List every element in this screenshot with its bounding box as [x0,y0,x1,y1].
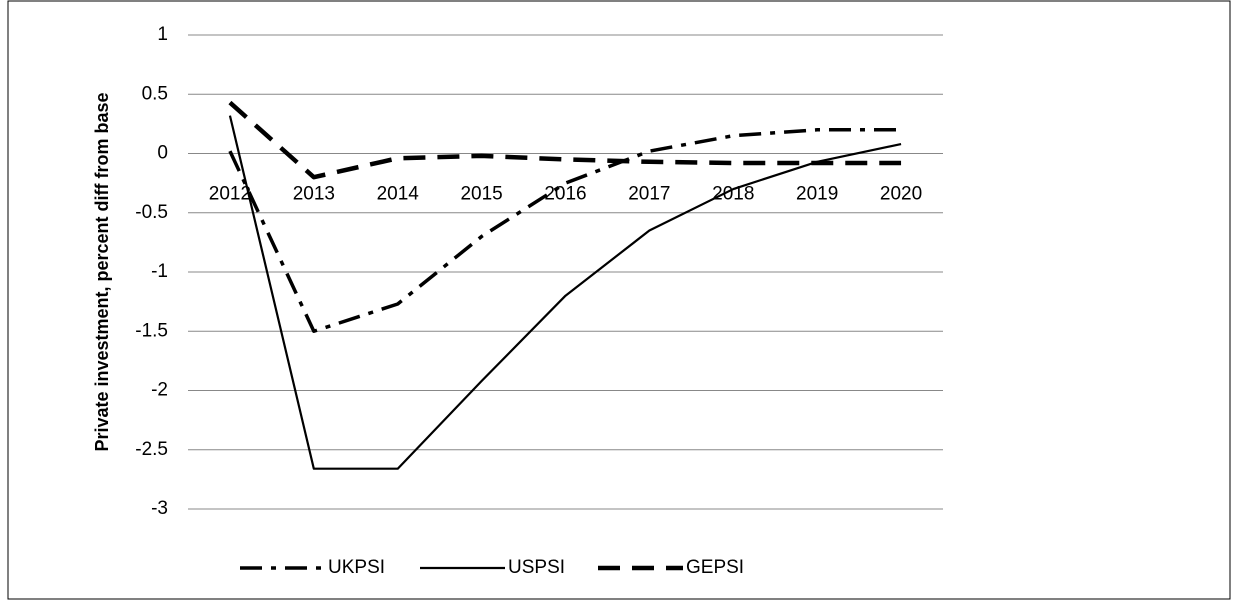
x-tick-label: 2020 [880,184,922,205]
x-tick-label: 2012 [209,184,251,205]
y-axis-label: Private investment, percent diff from ba… [92,92,112,451]
y-tick-label: -2.5 [135,439,168,460]
series-line [228,115,902,470]
x-tick-label: 2015 [460,184,502,205]
legend-label: USPSI [508,557,565,578]
x-tick-label: 2016 [544,184,586,205]
y-tick-label: -1 [151,261,168,282]
legend-label: GEPSI [686,557,744,578]
chart-frame [7,0,1231,600]
x-tick-label: 2017 [628,184,670,205]
y-tick-label: -3 [151,498,168,519]
x-tick-label: 2013 [293,184,335,205]
series-line [228,128,902,333]
legend-label: UKPSI [328,557,385,578]
y-tick-label: 0 [157,143,168,164]
x-tick-label: 2014 [377,184,420,205]
y-tick-label: -0.5 [135,202,168,223]
y-tick-label: 0.5 [142,83,168,104]
y-tick-label: 1 [157,24,168,45]
x-tick-label: 2018 [712,184,754,205]
y-tick-label: -1.5 [135,320,168,341]
series-line [228,100,902,180]
x-tick-label: 2019 [796,184,838,205]
y-tick-label: -2 [151,380,168,401]
